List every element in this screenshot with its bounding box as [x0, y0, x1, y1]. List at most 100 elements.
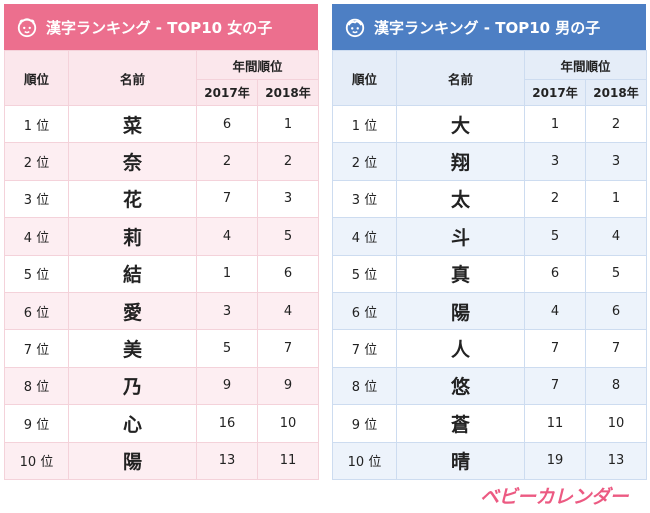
rank-2018-cell: 11	[256, 441, 320, 480]
rank-2017-cell: 6	[196, 104, 258, 144]
girl-face-icon	[17, 18, 37, 38]
name-cell: 大	[396, 104, 525, 144]
name-cell: 乃	[68, 366, 197, 406]
rank-2017-cell: 6	[524, 254, 586, 293]
name-header: 名前	[396, 50, 525, 106]
name-cell: 斗	[396, 217, 525, 256]
rank-cell: 2 位	[4, 142, 69, 181]
rank-2018-cell: 5	[584, 254, 648, 293]
boy-face-icon	[345, 18, 365, 38]
girls-title-bar: 漢字ランキング - TOP10 女の子	[4, 4, 318, 50]
rank-2018-cell: 4	[256, 291, 320, 331]
rank-cell: 5 位	[4, 254, 69, 293]
rank-2018-cell: 10	[256, 404, 320, 443]
name-cell: 菜	[68, 104, 197, 144]
boys-title-bar: 漢字ランキング - TOP10 男の子	[332, 4, 646, 50]
rank-2018-cell: 1	[256, 104, 320, 144]
rank-2018-cell: 7	[256, 329, 320, 368]
table-row: 9 位蒼 11 10	[332, 404, 648, 443]
annual-rank-header: 年間順位	[195, 50, 320, 80]
year-2017-header: 2017年	[196, 79, 258, 106]
rank-2018-cell: 9	[256, 366, 320, 406]
rank-2018-cell: 5	[256, 217, 320, 256]
name-cell: 晴	[396, 441, 525, 480]
rank-2017-cell: 13	[196, 441, 258, 480]
rank-cell: 1 位	[4, 104, 69, 144]
rank-2018-cell: 3	[584, 142, 648, 181]
name-cell: 陽	[396, 291, 525, 331]
rank-2017-cell: 1	[524, 104, 586, 144]
rank-2017-cell: 7	[196, 179, 258, 219]
name-cell: 愛	[68, 291, 197, 331]
year-2017-header: 2017年	[524, 79, 586, 106]
rank-cell: 6 位	[332, 291, 397, 331]
rank-cell: 6 位	[4, 291, 69, 331]
name-cell: 心	[68, 404, 197, 443]
name-cell: 翔	[396, 142, 525, 181]
rank-2017-cell: 16	[196, 404, 258, 443]
rank-2017-cell: 5	[196, 329, 258, 368]
name-cell: 奈	[68, 142, 197, 181]
rank-2017-cell: 3	[524, 142, 586, 181]
rank-2017-cell: 2	[524, 179, 586, 219]
name-cell: 莉	[68, 217, 197, 256]
name-cell: 人	[396, 329, 525, 368]
rank-2017-cell: 7	[524, 366, 586, 406]
rank-cell: 2 位	[332, 142, 397, 181]
name-cell: 結	[68, 254, 197, 293]
table-row: 10 位晴 19 13	[332, 441, 648, 480]
rank-2018-cell: 10	[584, 404, 648, 443]
rank-2018-cell: 3	[256, 179, 320, 219]
rank-header: 順位	[4, 50, 69, 106]
rank-cell: 1 位	[332, 104, 397, 144]
rank-2017-cell: 5	[524, 217, 586, 256]
boys-title: 漢字ランキング - TOP10 男の子	[374, 18, 601, 37]
name-cell: 花	[68, 179, 197, 219]
rank-2018-cell: 1	[584, 179, 648, 219]
boys-ranking-panel: 漢字ランキング - TOP10 男の子 順位 名前 年間順位 2017年 201…	[332, 4, 648, 480]
year-2018-header: 2018年	[584, 79, 648, 106]
rank-cell: 4 位	[4, 217, 69, 256]
rank-2017-cell: 2	[196, 142, 258, 181]
rank-2018-cell: 4	[584, 217, 648, 256]
name-cell: 美	[68, 329, 197, 368]
rank-cell: 9 位	[4, 404, 69, 443]
rank-2017-cell: 9	[196, 366, 258, 406]
rank-2017-cell: 7	[524, 329, 586, 368]
rank-header: 順位	[332, 50, 397, 106]
rank-2017-cell: 1	[196, 254, 258, 293]
rank-2018-cell: 8	[584, 366, 648, 406]
rank-2017-cell: 4	[524, 291, 586, 331]
rank-cell: 7 位	[332, 329, 397, 368]
name-cell: 真	[396, 254, 525, 293]
name-cell: 蒼	[396, 404, 525, 443]
name-header: 名前	[68, 50, 197, 106]
rank-2017-cell: 3	[196, 291, 258, 331]
rank-cell: 5 位	[332, 254, 397, 293]
rank-cell: 4 位	[332, 217, 397, 256]
rank-cell: 10 位	[4, 441, 69, 480]
rank-2018-cell: 7	[584, 329, 648, 368]
girls-ranking-panel: 漢字ランキング - TOP10 女の子 順位 名前 年間順位 2017年 201…	[4, 4, 320, 480]
name-cell: 陽	[68, 441, 197, 480]
rank-2018-cell: 13	[584, 441, 648, 480]
rank-cell: 3 位	[332, 179, 397, 219]
rank-cell: 8 位	[332, 366, 397, 406]
name-cell: 悠	[396, 366, 525, 406]
annual-rank-header: 年間順位	[523, 50, 648, 80]
